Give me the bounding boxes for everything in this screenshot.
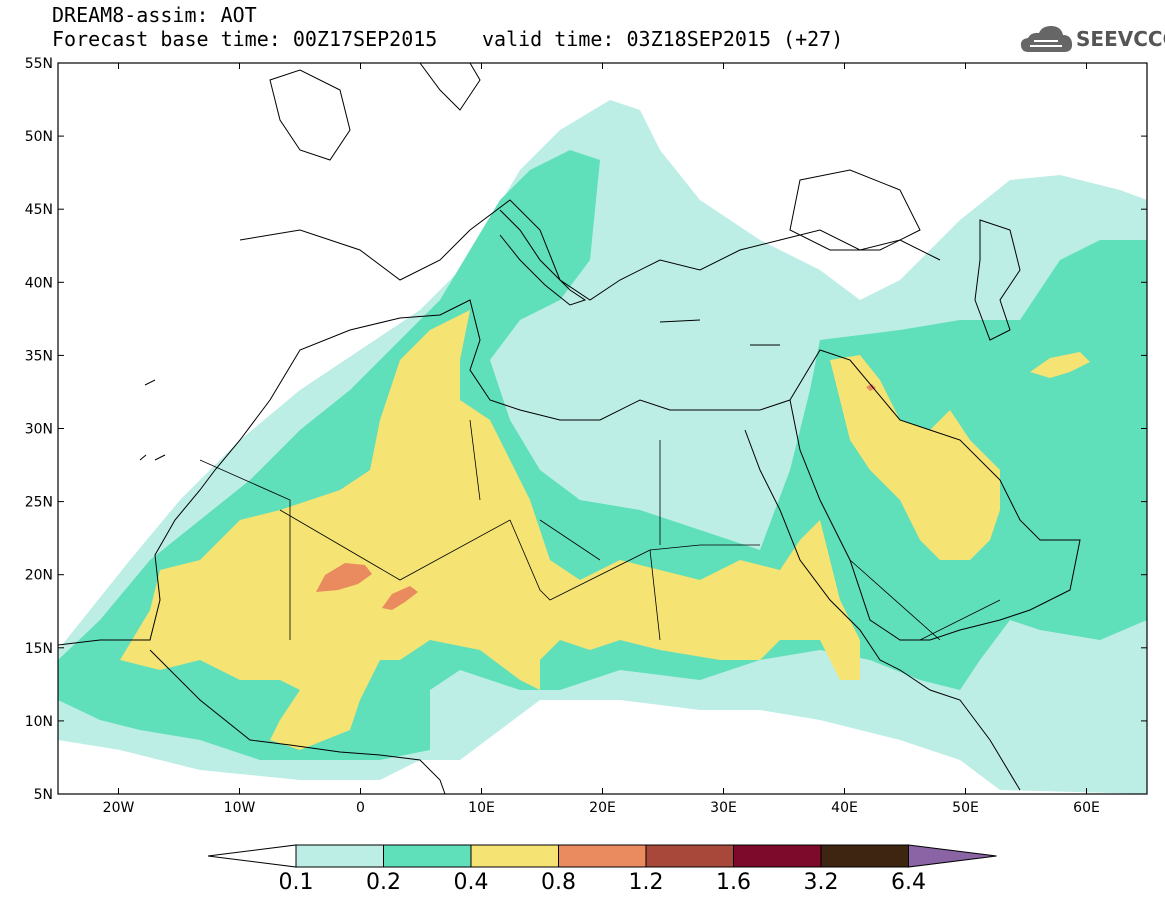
cloud-icon	[1020, 26, 1073, 52]
lon-label: 50E	[952, 800, 979, 816]
colorbar-swatch	[820, 844, 909, 868]
lon-label: 20W	[103, 800, 135, 816]
colorbar-label: 1.6	[716, 870, 751, 895]
coastline-black-sea	[789, 169, 921, 251]
aot-contour-high	[830, 355, 1000, 560]
coastline-gulf-guinea	[149, 649, 446, 794]
coastlines	[58, 63, 1081, 794]
lat-label: 10N	[25, 714, 53, 730]
lat-label: 35N	[25, 348, 53, 364]
coastline-west-africa	[58, 299, 791, 646]
colorbar-swatch	[383, 844, 472, 868]
aot-contour-vhigh	[316, 563, 372, 592]
colorbar-swatch	[470, 844, 559, 868]
aot-contour-vhigh	[866, 384, 876, 391]
lon-label: 20E	[589, 800, 616, 816]
colorbar-swatch	[645, 844, 734, 868]
lat-label: 25N	[25, 495, 53, 511]
coastline-italy	[499, 209, 587, 306]
lon-label: 60E	[1073, 800, 1100, 816]
lat-label: 55N	[25, 56, 53, 72]
colorbar-label: 6.4	[891, 870, 926, 895]
lon-label: 40E	[831, 800, 858, 816]
coastline-uk	[269, 69, 351, 161]
lat-label: 20N	[25, 568, 53, 584]
coastline-east-africa	[744, 429, 1021, 791]
colorbar-swatch	[295, 844, 384, 868]
aot-field	[58, 100, 1147, 794]
lat-label: 5N	[34, 787, 53, 803]
colorbar-label: 0.8	[541, 870, 576, 895]
lon-label: 30E	[710, 800, 737, 816]
logo-text: SEEVCCC	[1076, 27, 1165, 51]
map-title: DREAM8-assim: AOT	[52, 3, 257, 27]
lon-label: 10E	[468, 800, 495, 816]
aot-contour-vhigh	[382, 586, 418, 610]
lon-label: 10W	[224, 800, 256, 816]
border-lines	[199, 419, 1001, 641]
valid-time: valid time: 03Z18SEP2015 (+27)	[482, 27, 844, 51]
lat-label: 50N	[25, 129, 53, 145]
latitude-axis: 55N 50N 45N 40N 35N 30N 25N 20N 15N 10N 5N	[25, 56, 1147, 803]
coastline-arabia	[789, 349, 1081, 641]
forecast-base-time: Forecast base time: 00Z17SEP2015	[52, 27, 438, 51]
colorbar: 0.1 0.2 0.4 0.8 1.2 1.6 3.2 6.4	[207, 844, 997, 895]
coastline-scandinavia	[419, 63, 481, 111]
colorbar-label: 1.2	[629, 870, 664, 895]
seevccc-logo: SEEVCCC	[1018, 22, 1165, 56]
lat-label: 45N	[25, 202, 53, 218]
longitude-axis: 20W 10W 0 10E 20E 30E 40E 50E 60E	[103, 63, 1100, 816]
lat-label: 40N	[25, 275, 53, 291]
colorbar-swatch	[558, 844, 647, 868]
colorbar-label: 0.2	[366, 870, 401, 895]
aot-contour-high	[120, 310, 860, 750]
aot-contour-high	[1030, 352, 1090, 378]
colorbar-swatch	[733, 844, 822, 868]
colorbar-lower-arrow	[207, 844, 297, 868]
colorbar-label: 0.4	[454, 870, 489, 895]
lon-label: 0	[356, 800, 365, 816]
lat-label: 15N	[25, 641, 53, 657]
colorbar-label: 3.2	[804, 870, 839, 895]
colorbar-label: 0.1	[279, 870, 314, 895]
colorbar-upper-arrow	[908, 844, 997, 868]
coastline-caspian	[974, 219, 1021, 341]
lat-label: 30N	[25, 422, 53, 438]
islands	[139, 319, 780, 461]
coastline-europe	[239, 199, 941, 301]
